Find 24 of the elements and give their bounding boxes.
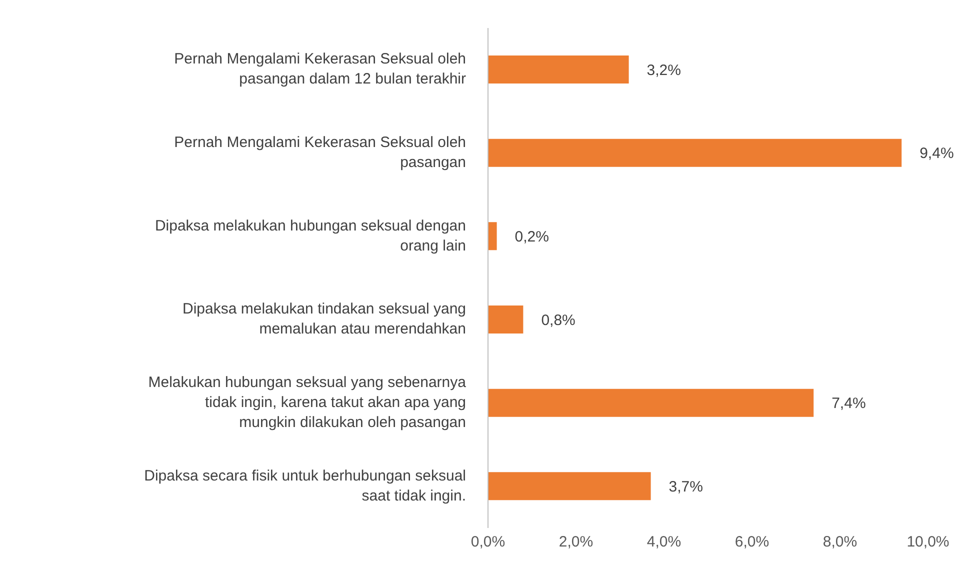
- y-tick-label: Melakukan hubungan seksual yang sebenarnya tidak ingin, karena takut akan apa yang mungkin dilakukan oleh pasangan: [148, 374, 467, 431]
- bar: [488, 388, 814, 417]
- data-label: 0,8%: [541, 312, 576, 329]
- bar: [488, 138, 902, 167]
- bar: [488, 472, 651, 500]
- y-tick-label: Dipaksa secara fisik untuk berhubungan seksual saat tidak ingin.: [144, 467, 466, 504]
- x-tick-label: 6,0%: [734, 534, 770, 551]
- data-label: 0,2%: [514, 228, 550, 246]
- y-tick-label: Pernah Mengalami Kekerasan Seksual oleh pasangan dalam 12 bulan terakhir: [174, 50, 466, 88]
- x-tick-label: 8,0%: [822, 534, 858, 551]
- data-label: 7,4%: [832, 395, 866, 412]
- data-label: 3,7%: [668, 478, 704, 496]
- x-tick-label: 10,0%: [906, 534, 950, 551]
- data-label: 9,4%: [920, 145, 954, 162]
- data-label: 3,2%: [646, 62, 682, 79]
- x-tick-label: 2,0%: [558, 534, 594, 551]
- bar: [488, 56, 629, 84]
- y-tick-label: Pernah Mengalami Kekerasan Seksual oleh pasangan: [174, 134, 466, 171]
- y-tick-label: Dipaksa melakukan hubungan seksual dengan orang lain: [154, 217, 466, 254]
- bar: [488, 306, 524, 334]
- y-tick-label: Dipaksa melakukan tindakan seksual yang memalukan atau merendahkan: [182, 300, 466, 338]
- x-tick-label: 0,0%: [470, 534, 506, 551]
- bar: [488, 222, 497, 250]
- x-tick-label: 4,0%: [646, 534, 682, 551]
